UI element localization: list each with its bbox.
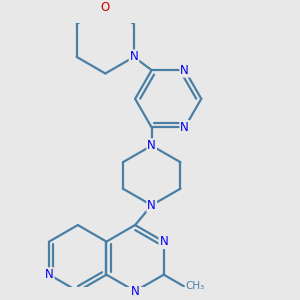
Text: N: N [180,121,189,134]
Text: N: N [130,50,138,63]
Text: CH₃: CH₃ [185,281,205,291]
Text: N: N [45,268,53,281]
Text: N: N [147,139,156,152]
Text: O: O [101,1,110,14]
Text: N: N [159,235,168,248]
Text: N: N [131,285,140,298]
Text: N: N [180,64,189,77]
Text: N: N [147,199,156,212]
